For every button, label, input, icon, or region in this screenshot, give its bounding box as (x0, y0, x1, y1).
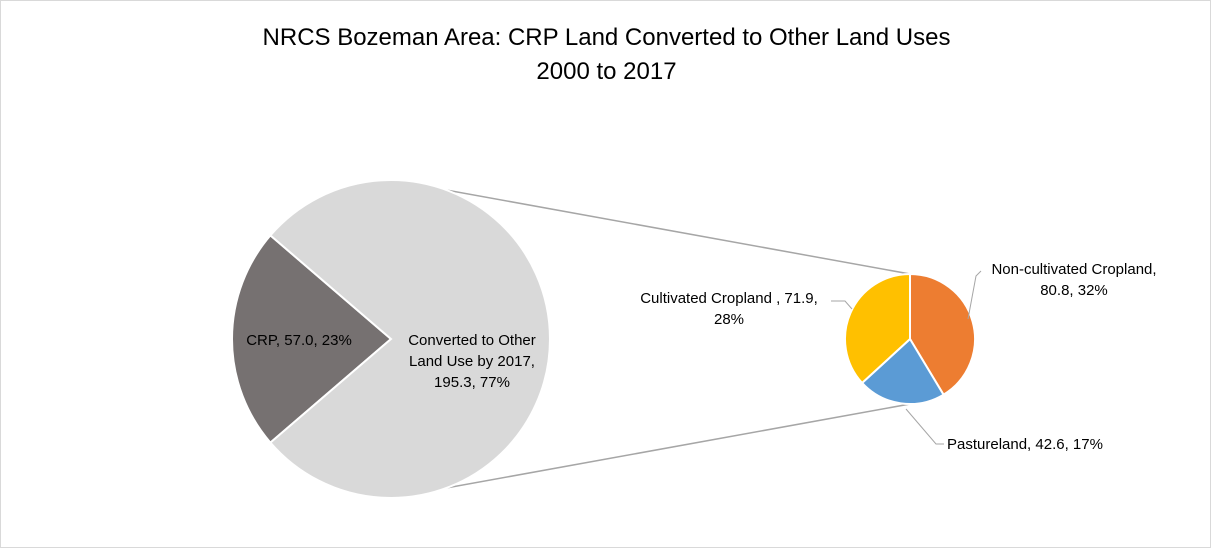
data-label-non-cultivated-cropland: Non-cultivated Cropland, 80.8, 32% (991, 261, 1156, 299)
leader-line-pastureland (905, 408, 944, 445)
data-label-converted-to-other-land-use-by-2017: Converted to Other Land Use by 2017, 195.3… (408, 332, 536, 391)
data-label-line: Pastureland, 42.6, 17% (947, 436, 1103, 453)
data-label-cultivated-cropland: Cultivated Cropland , 71.9, 28% (640, 290, 818, 328)
slice-pastureland (860, 337, 945, 405)
chart-title-block: NRCS Bozeman Area: CRP Land Converted to… (1, 21, 1211, 89)
connector-line-top (390, 179, 911, 275)
data-label-crp: CRP, 57.0, 23% (246, 332, 352, 349)
data-label-line: Non-cultivated Cropland, (991, 261, 1156, 278)
data-label-line: Land Use by 2017, (409, 353, 535, 370)
slice-crp (230, 233, 393, 445)
chart-title: NRCS Bozeman Area: CRP Land Converted to… (262, 24, 951, 51)
leader-line-cultivated-cropland (831, 300, 853, 310)
chart-subtitle: 2000 to 2017 (536, 58, 677, 85)
data-label-pastureland: Pastureland, 42.6, 17% (947, 436, 1103, 453)
data-label-line: CRP, 57.0, 23% (246, 332, 352, 349)
slice-converted-to-other-land-use-by-2017 (268, 179, 551, 499)
connector-line-bottom (390, 403, 911, 499)
leader-line-non-cultivated-cropland (967, 270, 982, 320)
data-label-line: 28% (714, 311, 744, 328)
data-label-line: 80.8, 32% (1040, 282, 1108, 299)
data-label-line: Converted to Other (408, 332, 536, 349)
data-label-line: 195.3, 77% (434, 374, 510, 391)
slice-cultivated-cropland (844, 272, 911, 385)
data-label-line: Cultivated Cropland , 71.9, (640, 290, 818, 307)
